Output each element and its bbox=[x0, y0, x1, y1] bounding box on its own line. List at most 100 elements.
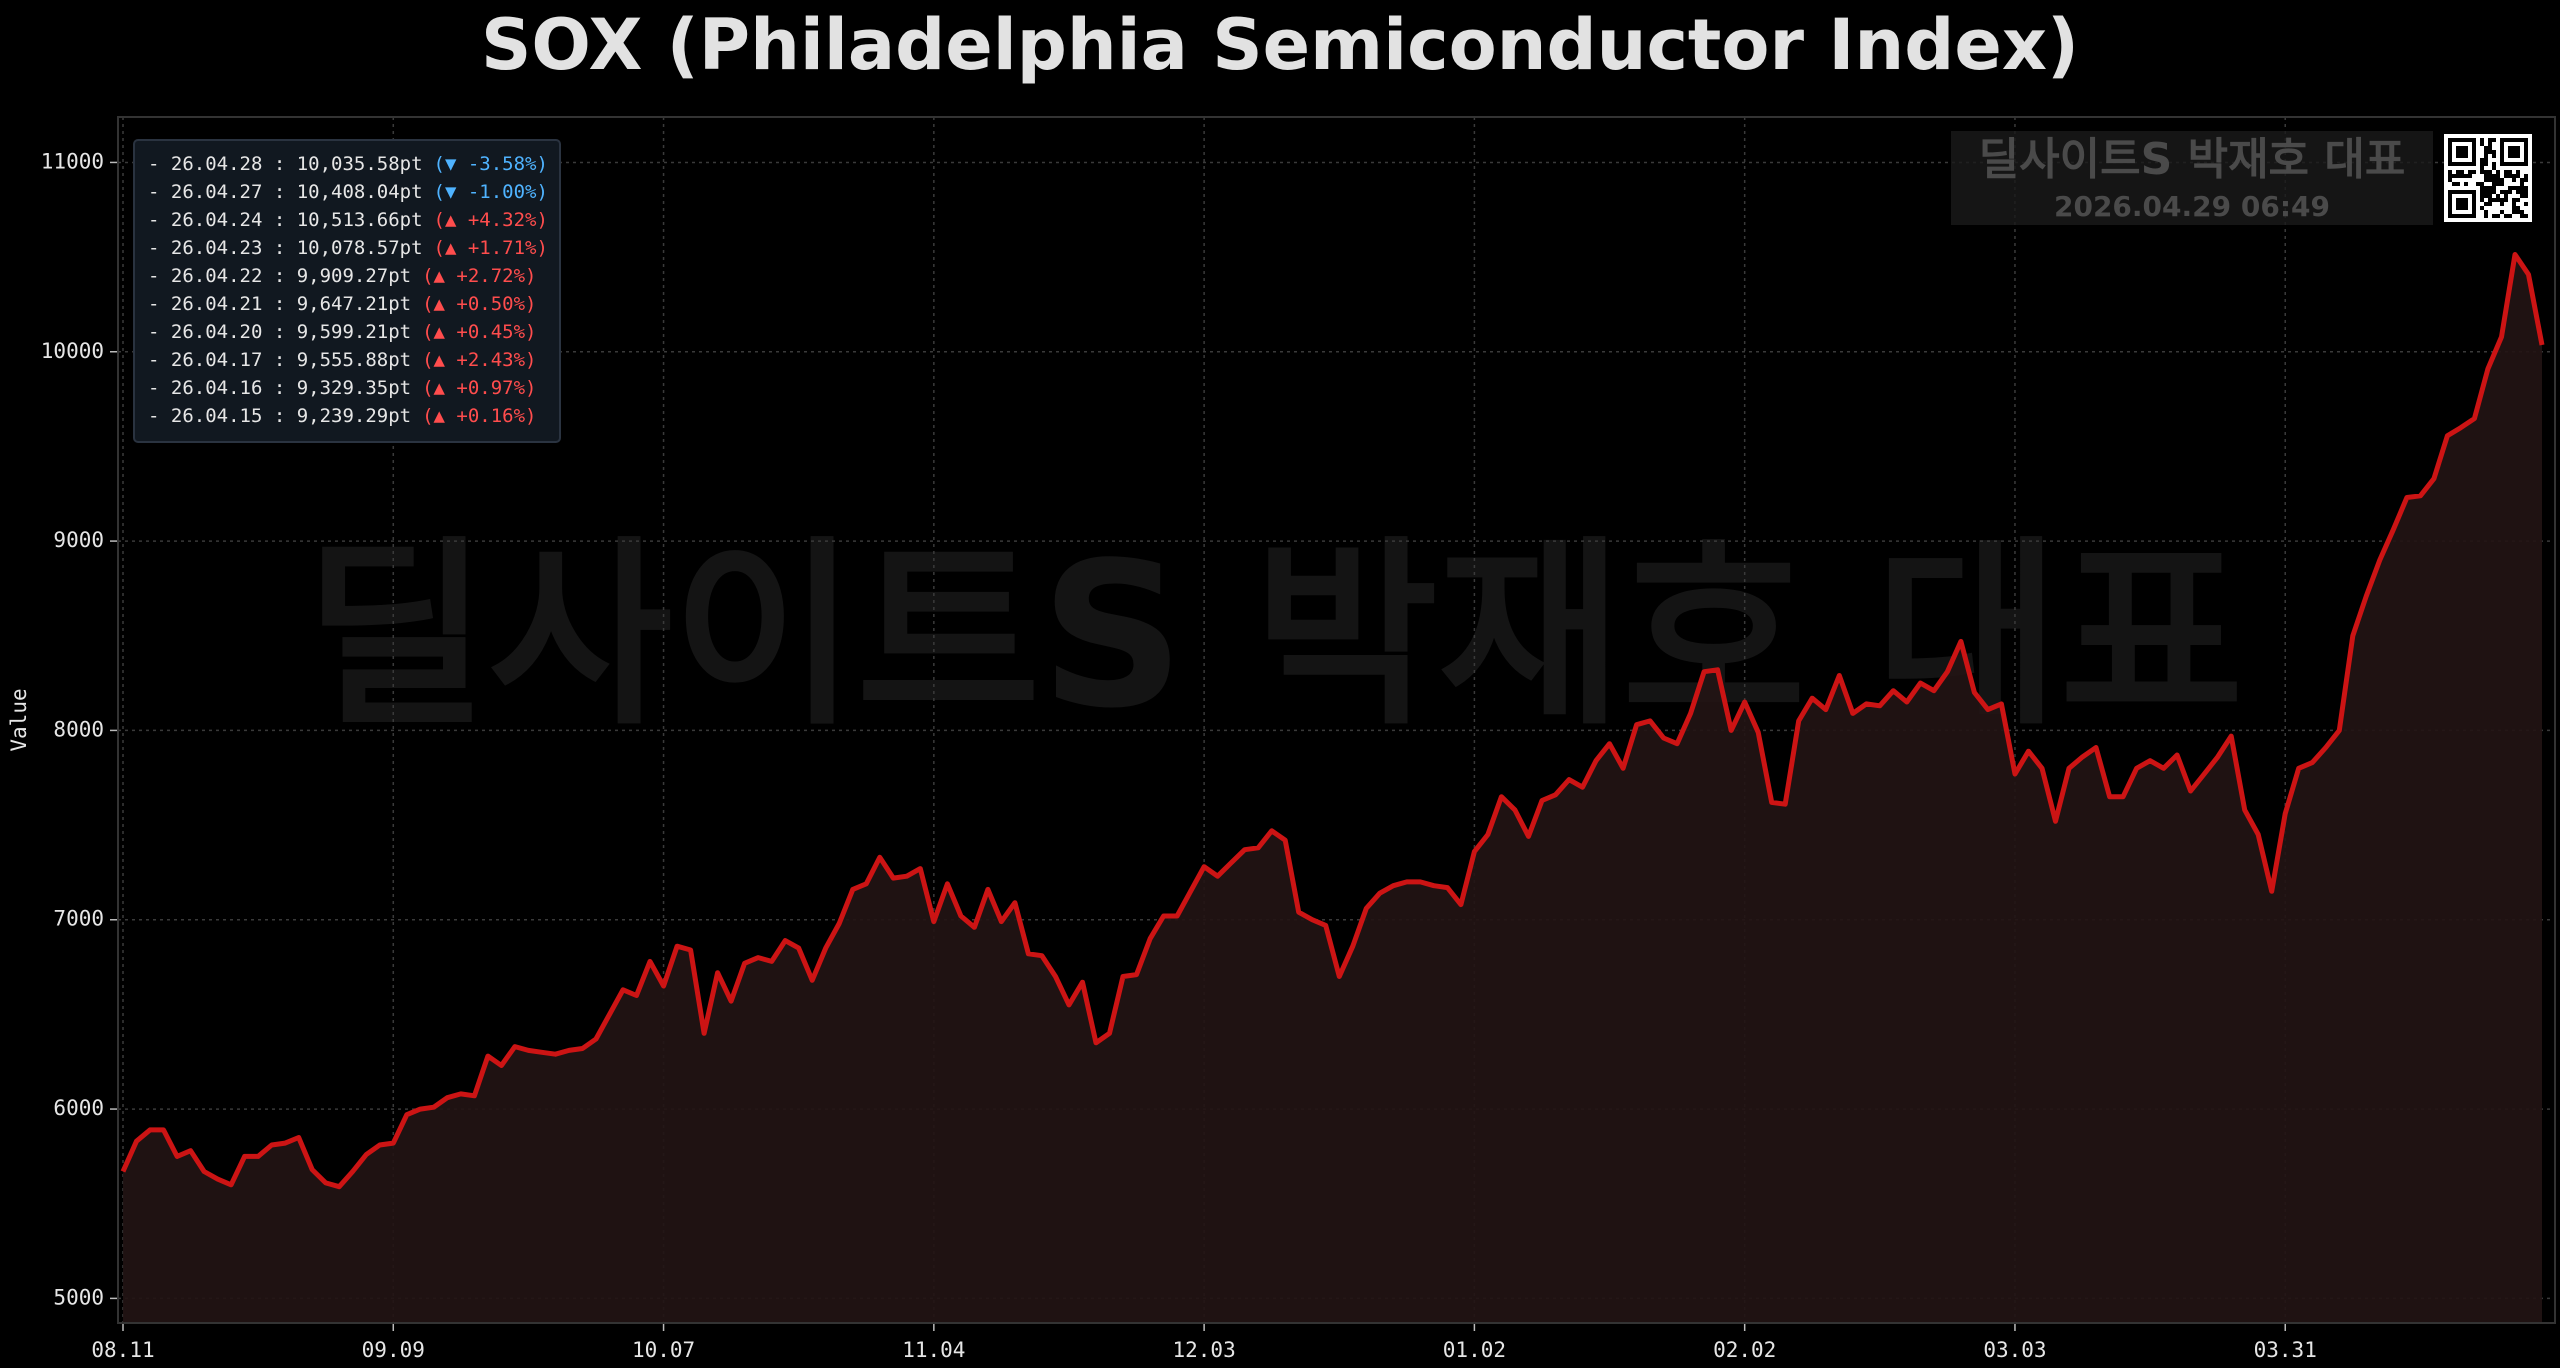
qr-cell bbox=[2456, 182, 2460, 186]
qr-cell bbox=[2484, 174, 2488, 178]
qr-cell bbox=[2496, 170, 2500, 174]
qr-cell bbox=[2492, 162, 2496, 166]
qr-cell bbox=[2480, 194, 2484, 198]
qr-cell bbox=[2488, 170, 2492, 174]
recent-label: - 26.04.17 : 9,555.88pt bbox=[148, 349, 411, 371]
qr-cell bbox=[2512, 206, 2516, 210]
qr-cell bbox=[2504, 190, 2508, 194]
stamp-time: 2026.04.29 06:49 bbox=[2054, 190, 2330, 223]
qr-cell bbox=[2512, 198, 2516, 202]
qr-cell bbox=[2504, 214, 2508, 218]
qr-cell bbox=[2452, 174, 2456, 178]
qr-cell bbox=[2500, 210, 2504, 214]
recent-entry: - 26.04.27 : 10,408.04pt (▼ -1.00%) bbox=[148, 181, 548, 203]
qr-cell bbox=[2520, 182, 2524, 186]
qr-cell bbox=[2484, 170, 2488, 174]
qr-cell bbox=[2488, 194, 2492, 198]
x-tick-label: 08.11 bbox=[91, 1338, 154, 1362]
qr-cell bbox=[2484, 210, 2488, 214]
qr-cell bbox=[2496, 174, 2500, 178]
qr-cell bbox=[2500, 198, 2504, 202]
qr-cell bbox=[2456, 174, 2460, 178]
qr-cell bbox=[2508, 190, 2512, 194]
recent-change: (▲ +4.32%) bbox=[434, 209, 548, 231]
qr-cell bbox=[2520, 178, 2524, 182]
qr-cell bbox=[2508, 170, 2512, 174]
qr-cell bbox=[2492, 214, 2496, 218]
recent-entry: - 26.04.28 : 10,035.58pt (▼ -3.58%) bbox=[148, 153, 548, 175]
qr-cell bbox=[2480, 206, 2484, 210]
qr-cell bbox=[2484, 158, 2488, 162]
qr-cell bbox=[2488, 146, 2492, 150]
stamp-box bbox=[1951, 131, 2433, 225]
recent-list: - 26.04.28 : 10,035.58pt (▼ -3.58%)- 26.0… bbox=[148, 153, 548, 427]
x-tick-label: 10.07 bbox=[632, 1338, 695, 1362]
qr-finder bbox=[2508, 146, 2520, 158]
qr-cell bbox=[2496, 182, 2500, 186]
qr-cell bbox=[2480, 182, 2484, 186]
qr-finder bbox=[2456, 198, 2468, 210]
qr-cell bbox=[2524, 174, 2528, 178]
qr-cell bbox=[2488, 186, 2492, 190]
qr-cell bbox=[2480, 158, 2484, 162]
recent-box: - 26.04.28 : 10,035.58pt (▼ -3.58%)- 26.0… bbox=[133, 139, 561, 443]
qr-cell bbox=[2512, 210, 2516, 214]
qr-cell bbox=[2504, 174, 2508, 178]
qr-cell bbox=[2484, 162, 2488, 166]
recent-change: (▲ +0.45%) bbox=[422, 321, 536, 343]
qr-cell bbox=[2484, 186, 2488, 190]
qr-cell bbox=[2516, 170, 2520, 174]
y-tick-label: 8000 bbox=[53, 717, 104, 741]
qr-cell bbox=[2484, 190, 2488, 194]
y-tick-label: 7000 bbox=[53, 907, 104, 931]
qr-cell bbox=[2520, 214, 2524, 218]
line bbox=[120, 252, 2545, 1190]
qr-cell bbox=[2504, 194, 2508, 198]
qr-cell bbox=[2464, 174, 2468, 178]
qr-cell bbox=[2464, 182, 2468, 186]
y-tick-label: 5000 bbox=[53, 1285, 104, 1309]
qr-cell bbox=[2512, 174, 2516, 178]
qr-cell bbox=[2484, 146, 2488, 150]
qr-cell bbox=[2524, 194, 2528, 198]
qr-cell bbox=[2488, 190, 2492, 194]
recent-entry: - 26.04.15 : 9,239.29pt (▲ +0.16%) bbox=[148, 405, 537, 427]
qr-cell bbox=[2496, 194, 2500, 198]
qr-cell bbox=[2520, 194, 2524, 198]
stamp: 딜사이트S 박재호 대표 2026.04.29 06:49 bbox=[1951, 131, 2532, 225]
qr-cell bbox=[2524, 190, 2528, 194]
qr-cell bbox=[2500, 202, 2504, 206]
qr-cell bbox=[2488, 174, 2492, 178]
qr-cell bbox=[2448, 170, 2452, 174]
recent-entry: - 26.04.23 : 10,078.57pt (▲ +1.71%) bbox=[148, 237, 548, 259]
recent-change: (▲ +2.43%) bbox=[422, 349, 536, 371]
qr-cell bbox=[2492, 154, 2496, 158]
qr-cell bbox=[2524, 178, 2528, 182]
qr-cell bbox=[2480, 138, 2484, 142]
qr-cell bbox=[2480, 190, 2484, 194]
recent-label: - 26.04.28 : 10,035.58pt bbox=[148, 153, 423, 175]
qr-cell bbox=[2468, 174, 2472, 178]
qr-cell bbox=[2512, 202, 2516, 206]
qr-cell bbox=[2480, 162, 2484, 166]
recent-entry: - 26.04.20 : 9,599.21pt (▲ +0.45%) bbox=[148, 321, 537, 343]
x-tick-label: 03.03 bbox=[1983, 1338, 2046, 1362]
recent-entry: - 26.04.21 : 9,647.21pt (▲ +0.50%) bbox=[148, 293, 537, 315]
qr-cell bbox=[2480, 198, 2484, 202]
qr-cell bbox=[2480, 142, 2484, 146]
qr-cell bbox=[2484, 194, 2488, 198]
recent-change: (▼ -1.00%) bbox=[434, 181, 548, 203]
recent-label: - 26.04.24 : 10,513.66pt bbox=[148, 209, 423, 231]
qr-cell bbox=[2496, 198, 2500, 202]
recent-change: (▲ +1.71%) bbox=[434, 237, 548, 259]
qr-cell bbox=[2484, 214, 2488, 218]
qr-cell bbox=[2484, 178, 2488, 182]
qr-cell bbox=[2468, 170, 2472, 174]
qr-cell bbox=[2472, 170, 2476, 174]
y-axis-label: Value bbox=[7, 688, 31, 751]
x-tick-label: 12.03 bbox=[1173, 1338, 1236, 1362]
qr-cell bbox=[2480, 166, 2484, 170]
x-tick-label: 09.09 bbox=[362, 1338, 425, 1362]
recent-label: - 26.04.20 : 9,599.21pt bbox=[148, 321, 411, 343]
qr-cell bbox=[2488, 178, 2492, 182]
